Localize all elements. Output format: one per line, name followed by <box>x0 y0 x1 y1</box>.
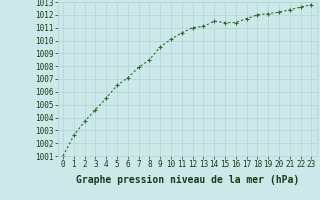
X-axis label: Graphe pression niveau de la mer (hPa): Graphe pression niveau de la mer (hPa) <box>76 175 299 185</box>
